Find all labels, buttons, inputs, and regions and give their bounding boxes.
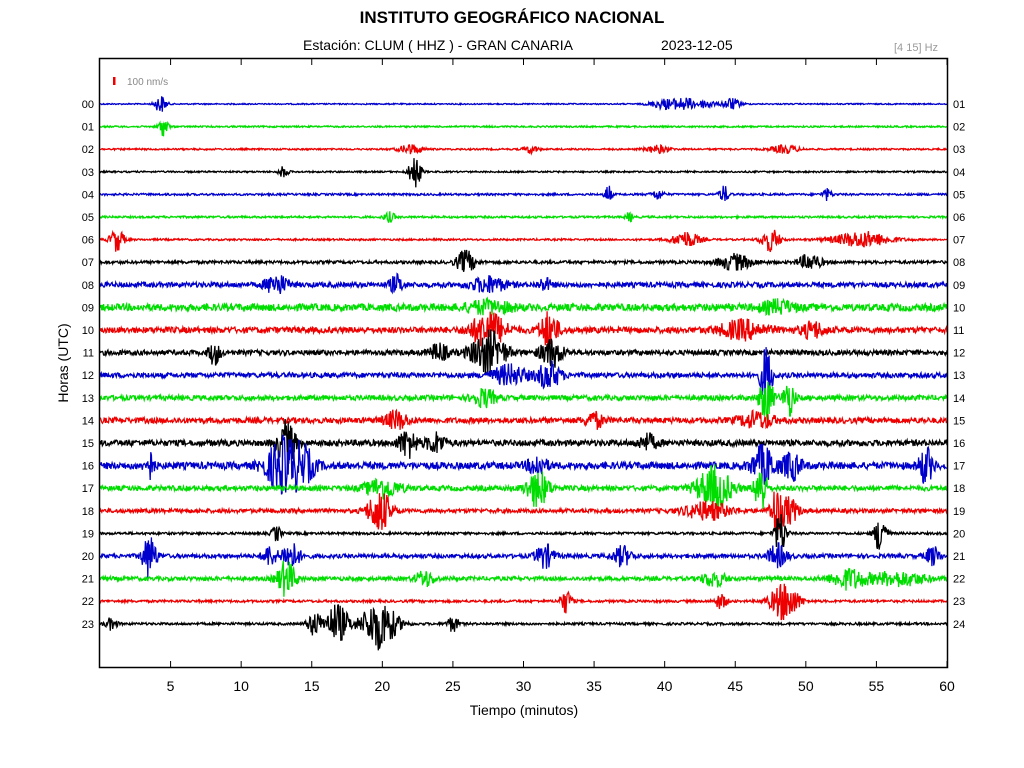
trace-hour-20 (99, 537, 948, 578)
trace-hour-02 (99, 143, 948, 156)
hour-label-right: 04 (953, 167, 965, 179)
x-tick-label: 50 (798, 678, 814, 694)
x-tick-label: 30 (516, 678, 532, 694)
trace-hour-17 (99, 464, 948, 512)
hour-label-right: 21 (953, 551, 965, 563)
trace-hour-19 (99, 514, 948, 550)
hour-label-left: 06 (82, 235, 94, 247)
hour-label-left: 14 (82, 415, 94, 427)
hour-label-right: 08 (953, 257, 965, 269)
trace-hour-05 (99, 210, 948, 223)
chart-title: INSTITUTO GEOGRÁFICO NACIONAL (359, 8, 665, 27)
trace-hour-00 (99, 96, 947, 112)
hour-label-right: 11 (953, 325, 964, 337)
hour-label-right: 01 (953, 99, 965, 111)
trace-hour-23 (99, 604, 948, 651)
trace-hour-22 (99, 583, 948, 621)
tick-group (170, 59, 948, 667)
trace-hour-07 (99, 249, 948, 273)
hour-label-right: 19 (953, 506, 965, 518)
hour-label-right: 10 (953, 302, 965, 314)
hour-label-right: 09 (953, 280, 965, 292)
y-axis-title: Horas (UTC) (55, 323, 71, 402)
plot-frame (98, 57, 949, 669)
hour-label-left: 08 (82, 280, 94, 292)
hour-label-left: 01 (82, 122, 94, 134)
hour-label-left: 10 (82, 325, 94, 337)
scale-bar (113, 77, 116, 85)
hour-label-right: 05 (953, 189, 965, 201)
scale-label: 100 nm/s (127, 77, 168, 88)
hour-label-left: 15 (82, 438, 94, 450)
x-tick-label: 20 (375, 678, 391, 694)
x-tick-label: 55 (869, 678, 885, 694)
hour-label-left: 18 (82, 506, 94, 518)
trace-hour-10 (99, 311, 948, 349)
trace-hour-16 (99, 434, 947, 495)
trace-hour-21 (99, 560, 948, 597)
trace-hour-18 (99, 491, 948, 534)
x-tick-label: 35 (586, 678, 602, 694)
hour-label-left: 09 (82, 302, 94, 314)
hour-label-left: 05 (82, 212, 94, 224)
hour-label-left: 02 (82, 144, 94, 156)
hour-label-left: 11 (83, 348, 94, 360)
trace-hour-03 (99, 158, 948, 188)
trace-hour-13 (99, 381, 948, 421)
hour-label-right: 20 (953, 528, 965, 540)
hour-label-right: 13 (953, 370, 965, 382)
hour-label-right: 15 (953, 415, 965, 427)
hour-label-right: 23 (953, 596, 965, 608)
trace-hour-15 (99, 418, 948, 465)
trace-hour-09 (99, 296, 948, 317)
hour-label-right: 02 (953, 122, 965, 134)
hour-label-left: 19 (82, 528, 94, 540)
hour-label-left: 22 (82, 596, 94, 608)
hour-label-left: 07 (82, 257, 94, 269)
date-label: 2023-12-05 (661, 37, 733, 53)
hour-label-right: 06 (953, 212, 965, 224)
x-tick-label: 60 (939, 678, 955, 694)
hour-label-left: 23 (82, 619, 94, 631)
x-axis-title: Tiempo (minutos) (470, 702, 578, 718)
hour-label-left: 04 (82, 189, 94, 201)
hour-label-left: 12 (82, 370, 94, 382)
x-tick-label: 25 (445, 678, 461, 694)
trace-group (99, 96, 948, 651)
trace-hour-12 (99, 347, 948, 404)
x-tick-label: 40 (657, 678, 673, 694)
trace-hour-11 (99, 329, 948, 376)
hour-label-right: 22 (953, 574, 965, 586)
station-label: Estación: CLUM ( HHZ ) - GRAN CANARIA (303, 37, 573, 53)
trace-hour-14 (99, 408, 948, 430)
hour-label-right: 17 (953, 461, 965, 473)
trace-hour-08 (99, 272, 948, 295)
trace-hour-04 (99, 185, 948, 202)
trace-hour-06 (99, 229, 948, 253)
filter-band-label: [4 15] Hz (894, 42, 939, 54)
axis-label-group: 5 10 15 20 25 30 35 40 45 50 55 60 00 01 02 03 04 05 06 07 0… (82, 99, 966, 694)
hour-label-left: 03 (82, 167, 94, 179)
hour-label-right: 24 (953, 619, 965, 631)
x-tick-label: 5 (167, 678, 175, 694)
hour-label-left: 17 (82, 483, 94, 495)
hour-label-left: 00 (82, 99, 94, 111)
hour-label-right: 14 (953, 393, 965, 405)
hour-label-right: 12 (953, 348, 965, 360)
hour-label-right: 16 (953, 438, 965, 450)
hour-label-left: 13 (82, 393, 94, 405)
hour-label-right: 03 (953, 144, 965, 156)
trace-hour-01 (99, 120, 948, 137)
x-tick-label: 15 (304, 678, 320, 694)
hour-label-right: 18 (953, 483, 965, 495)
x-tick-label: 45 (727, 678, 743, 694)
hour-label-left: 21 (82, 574, 94, 586)
hour-label-left: 16 (82, 461, 94, 473)
hour-label-left: 20 (82, 551, 94, 563)
x-tick-label: 10 (233, 678, 249, 694)
hour-label-right: 07 (953, 235, 965, 247)
